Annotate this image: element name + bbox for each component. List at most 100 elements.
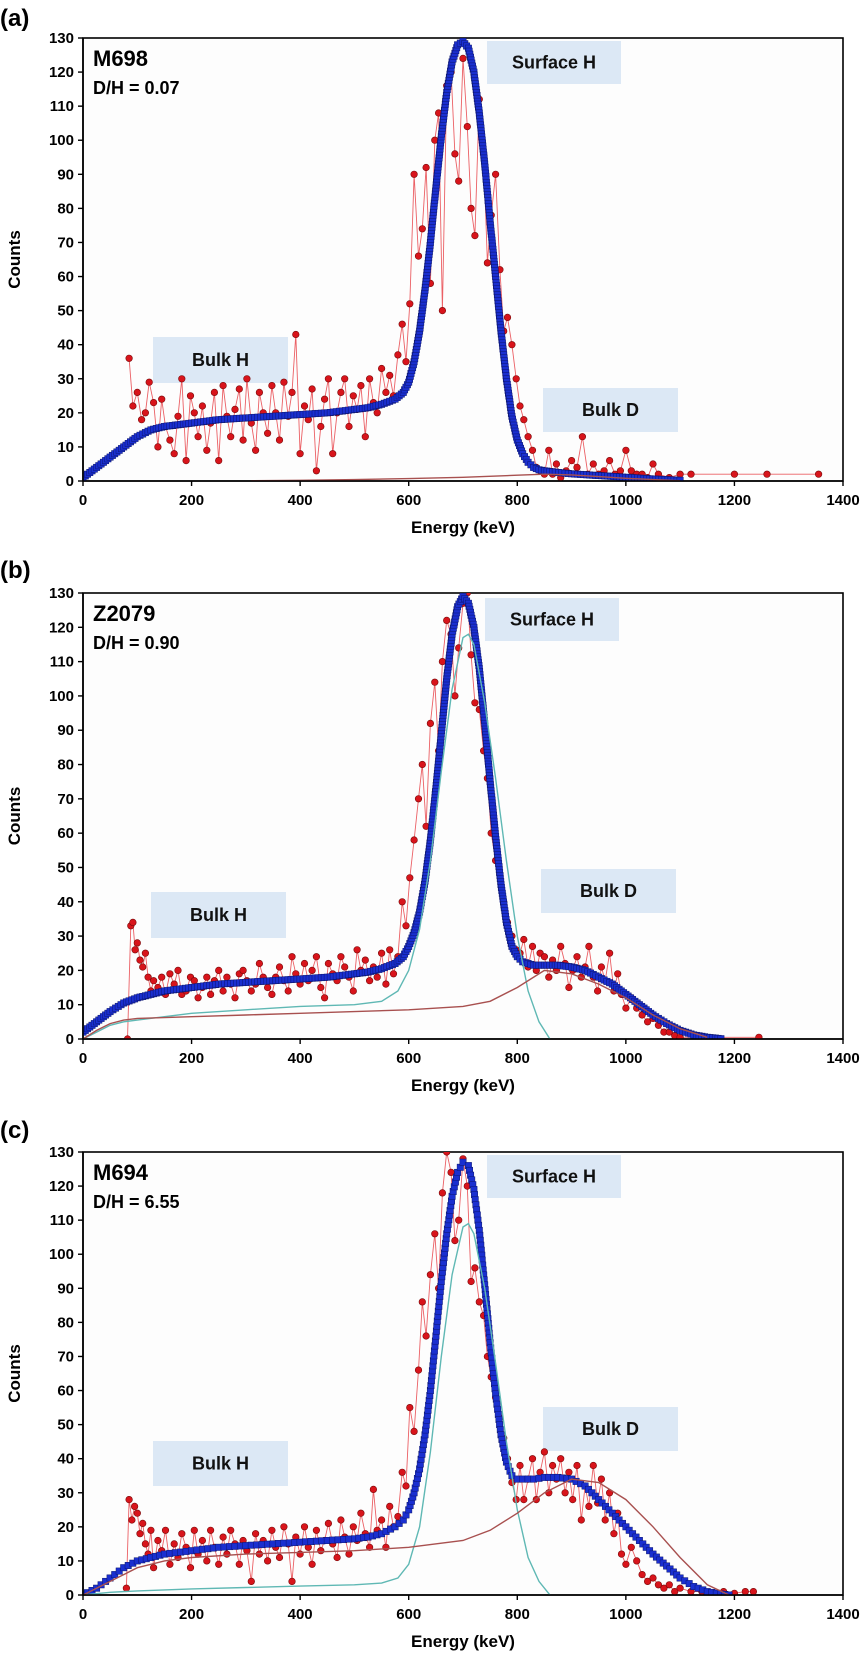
- data-point: [471, 699, 479, 707]
- x-tick-label: 1400: [826, 1606, 859, 1623]
- data-point: [414, 1366, 423, 1374]
- data-point: [749, 1588, 757, 1595]
- data-point: [284, 987, 292, 995]
- data-point: [585, 1502, 593, 1510]
- y-tick-label: 70: [57, 1348, 74, 1365]
- data-point: [158, 395, 166, 403]
- data-point: [616, 467, 625, 475]
- data-point: [569, 1495, 577, 1504]
- y-tick-label: 110: [50, 654, 74, 671]
- data-point: [275, 963, 284, 971]
- data-point: [540, 1448, 549, 1456]
- y-axis-title: Counts: [5, 230, 24, 289]
- x-tick-label: 400: [288, 1606, 313, 1623]
- data-point: [308, 1560, 316, 1568]
- data-point: [398, 898, 406, 906]
- data-point: [178, 375, 186, 383]
- y-tick-label: 20: [57, 1519, 74, 1536]
- data-point: [337, 953, 345, 961]
- data-point: [139, 1519, 147, 1527]
- data-point: [296, 450, 304, 458]
- data-point: [438, 1189, 447, 1197]
- data-point: [166, 436, 174, 444]
- series-d-component: [251, 473, 681, 481]
- panel-letter: (a): [0, 5, 29, 32]
- chart-panel-a: (a) Surface H Bulk H Bulk D 0 10 20 30 40 50 60 70 8…: [0, 5, 860, 537]
- y-tick-label: 50: [57, 303, 74, 320]
- dh-ratio: D/H = 6.55: [93, 1192, 180, 1212]
- data-point: [451, 1236, 459, 1245]
- data-point: [321, 395, 329, 403]
- data-point: [141, 1540, 149, 1548]
- data-point: [317, 1547, 325, 1555]
- data-point: [337, 388, 345, 397]
- sample-name: M698: [93, 46, 148, 71]
- data-point: [133, 388, 141, 397]
- data-point: [215, 966, 223, 975]
- data-point: [676, 1584, 684, 1592]
- data-point: [317, 983, 325, 992]
- y-tick-label: 100: [49, 132, 74, 149]
- data-point: [467, 1277, 475, 1286]
- data-point: [475, 1298, 483, 1306]
- data-point: [147, 1526, 155, 1534]
- data-point: [158, 973, 166, 981]
- y-tick-label: 40: [57, 337, 74, 354]
- data-point: [426, 719, 435, 728]
- data-point: [378, 949, 386, 957]
- y-tick-label: 130: [49, 30, 74, 47]
- x-tick-label: 1200: [718, 1050, 751, 1067]
- label-box-text: Bulk D: [582, 400, 639, 420]
- fit-marker: [725, 1591, 733, 1595]
- data-point: [239, 966, 247, 975]
- data-point: [308, 966, 316, 975]
- x-axis-title: Energy (keV): [411, 1076, 515, 1095]
- data-point: [219, 987, 227, 995]
- label-box-background: [153, 337, 288, 383]
- data-point: [357, 382, 365, 390]
- label-box-background: [543, 1407, 678, 1451]
- data-point: [557, 942, 565, 951]
- x-tick-label: 0: [79, 492, 87, 509]
- data-point: [247, 987, 255, 995]
- data-point: [198, 1536, 206, 1545]
- y-tick-label: 120: [49, 64, 74, 81]
- data-point: [255, 388, 264, 397]
- data-point: [133, 1509, 141, 1517]
- data-point: [321, 994, 329, 1002]
- data-point: [345, 1550, 353, 1558]
- data-point: [198, 402, 206, 410]
- data-point: [136, 1530, 144, 1538]
- data-point: [144, 973, 152, 981]
- x-tick-label: 200: [179, 492, 204, 509]
- data-point: [300, 1523, 309, 1531]
- data-point: [324, 375, 333, 383]
- y-tick-label: 60: [57, 269, 74, 286]
- data-point: [215, 457, 223, 465]
- data-point: [190, 409, 198, 417]
- data-point: [382, 980, 390, 988]
- data-point: [235, 1560, 243, 1568]
- h-component-line: [83, 1222, 551, 1595]
- data-point: [565, 1468, 573, 1476]
- data-point: [141, 409, 149, 417]
- data-point: [386, 371, 394, 380]
- y-tick-label: 0: [66, 473, 74, 490]
- data-point: [252, 446, 260, 454]
- data-point: [203, 973, 211, 981]
- data-point: [349, 987, 357, 995]
- panel-letter: (c): [0, 1117, 29, 1144]
- data-point: [349, 1523, 357, 1531]
- data-point: [275, 436, 284, 444]
- y-tick-label: 110: [50, 98, 74, 115]
- x-axis-title: Energy (keV): [411, 1632, 515, 1651]
- data-point: [561, 1489, 569, 1497]
- data-point: [300, 959, 309, 968]
- data-point: [601, 1516, 609, 1524]
- data-point: [638, 1570, 646, 1579]
- y-tick-label: 130: [49, 585, 74, 602]
- data-point: [219, 382, 227, 390]
- label-box-background: [485, 598, 619, 641]
- y-tick-label: 90: [57, 1280, 74, 1297]
- data-point: [605, 457, 614, 465]
